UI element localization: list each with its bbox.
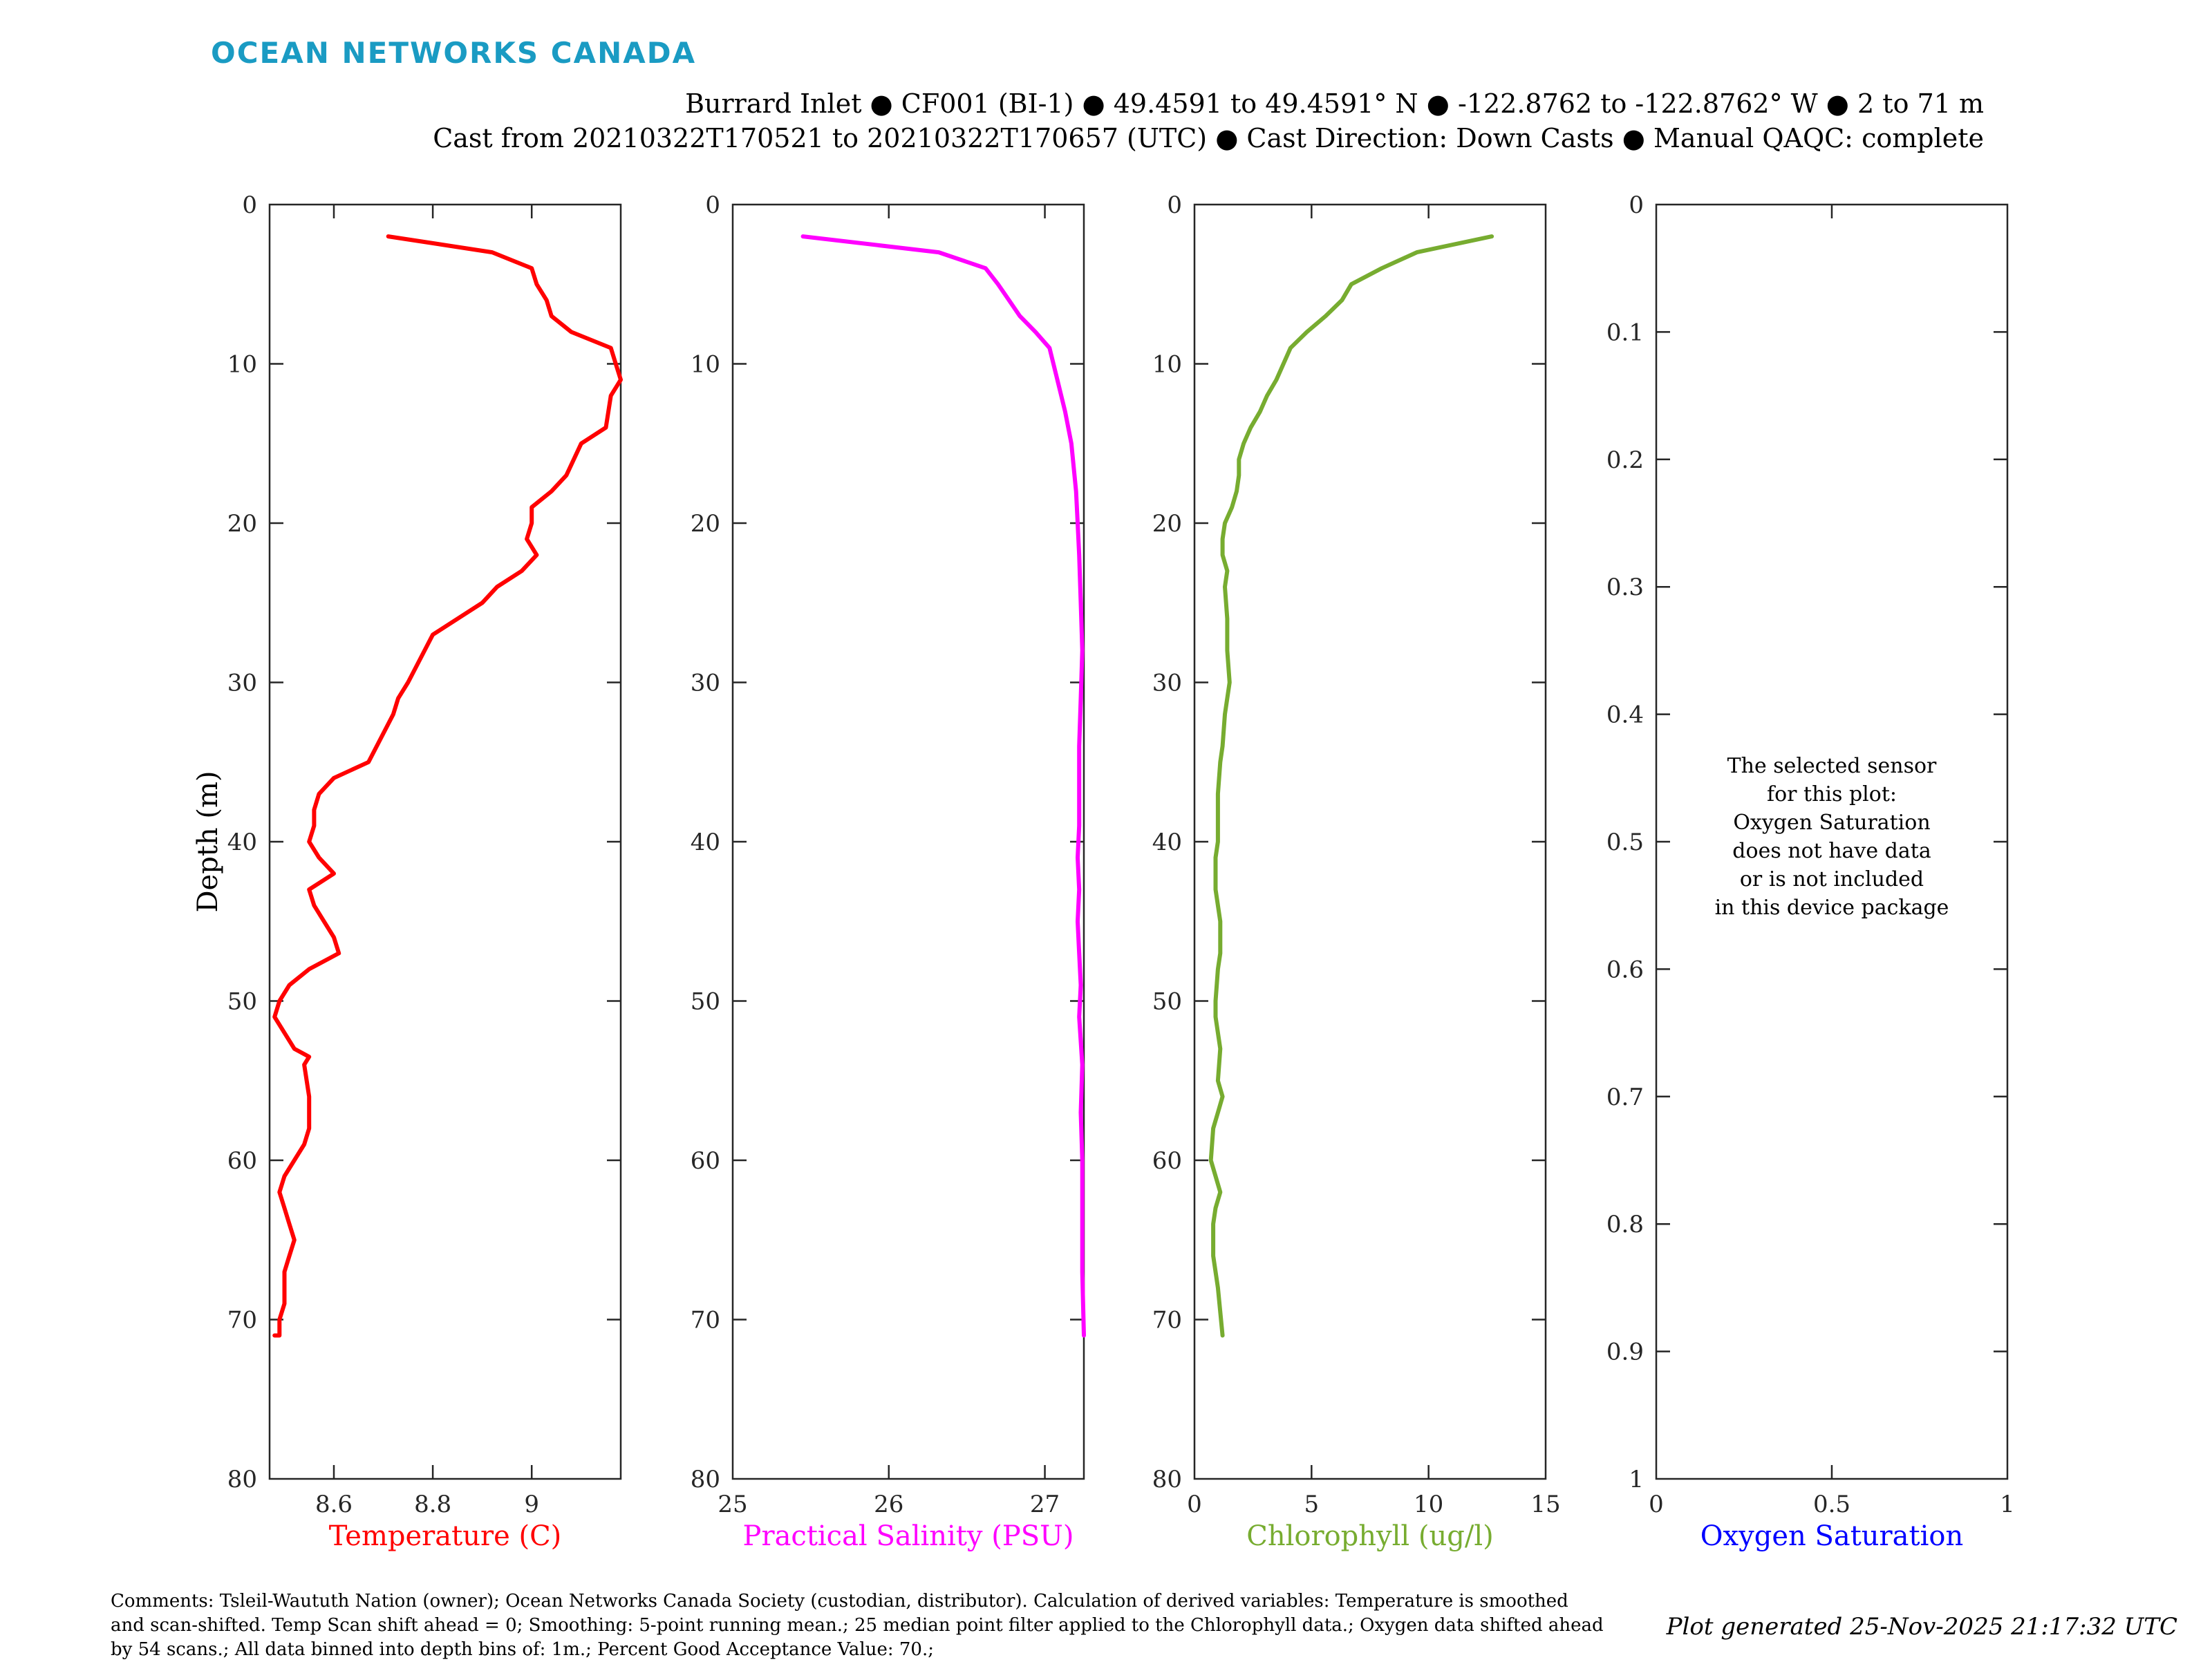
y-tick-label: 20 [691,510,720,538]
y-tick-label: 50 [227,988,257,1016]
series-line [272,234,623,1338]
x-tick-label: 25 [718,1491,747,1518]
x-axis-label: Oxygen Saturation [1700,1520,1963,1552]
x-axis-label: Temperature (C) [329,1520,562,1552]
x-tick-label: 9 [524,1491,539,1518]
x-tick-label: 0.5 [1813,1491,1850,1518]
x-tick-label: 15 [1530,1491,1560,1518]
y-tick-label: 60 [691,1147,720,1175]
y-tick-label: 1 [1629,1466,1644,1493]
y-tick-label: 30 [691,670,720,697]
y-tick-label: 80 [227,1466,257,1493]
no-data-line: does not have data [1732,839,1931,863]
y-tick-label: 70 [227,1307,257,1334]
y-tick-label: 0 [705,191,720,219]
no-data-line: for this plot: [1767,782,1897,806]
y-tick-label: 10 [227,351,257,379]
y-tick-label: 70 [1152,1307,1182,1334]
y-tick-label: 20 [227,510,257,538]
no-data-line: in this device package [1714,896,1949,920]
y-tick-label: 0 [1629,191,1644,219]
comments-text: Comments: Tsleil-Waututh Nation (owner);… [111,1591,1604,1660]
y-tick-label: 0 [242,191,257,219]
y-tick-label: 40 [1152,829,1182,856]
x-tick-label: 27 [1030,1491,1060,1518]
series-line [1208,234,1494,1338]
y-tick-label: 10 [1152,351,1182,379]
plot-header-cast: Cast from 20210322T170521 to 20210322T17… [433,123,1984,153]
y-tick-label: 0.4 [1606,701,1644,729]
x-tick-label: 5 [1304,1491,1320,1518]
y-tick-label: 80 [691,1466,720,1493]
y-tick-label: 70 [691,1307,720,1334]
y-tick-label: 30 [1152,670,1182,697]
x-tick-label: 8.8 [414,1491,451,1518]
y-tick-label: 30 [227,670,257,697]
x-tick-label: 1 [2000,1491,2015,1518]
generated-timestamp: Plot generated 25-Nov-2025 21:17:32 UTC [1666,1613,2177,1641]
series-line [800,234,1086,1338]
y-axis-label: Depth (m) [192,771,224,912]
no-data-message: The selected sensor for this plot: Oxyge… [1652,752,2012,922]
axes-box [731,203,1085,1480]
y-tick-label: 0.2 [1606,446,1644,474]
y-tick-label: 60 [227,1147,257,1175]
no-data-line: Oxygen Saturation [1733,811,1931,835]
axes-box [268,203,622,1480]
x-tick-label: 10 [1414,1491,1443,1518]
y-tick-label: 0.5 [1606,829,1644,856]
axes-box [1193,203,1547,1480]
x-tick-label: 26 [874,1491,903,1518]
y-tick-label: 40 [691,829,720,856]
x-axis-label: Chlorophyll (ug/l) [1246,1520,1494,1552]
y-tick-label: 0.8 [1606,1211,1644,1238]
y-tick-label: 0.9 [1606,1339,1644,1366]
y-tick-label: 80 [1152,1466,1182,1493]
y-tick-label: 0.7 [1606,1084,1644,1111]
y-tick-label: 20 [1152,510,1182,538]
y-tick-label: 0.6 [1606,956,1644,983]
y-tick-label: 10 [691,351,720,379]
plot-header-location: Burrard Inlet ● CF001 (BI-1) ● 49.4591 t… [685,88,1984,119]
y-tick-label: 50 [691,988,720,1016]
y-tick-label: 40 [227,829,257,856]
no-data-line: or is not included [1739,867,1924,891]
y-tick-label: 0.1 [1606,319,1644,346]
y-tick-label: 60 [1152,1147,1182,1175]
x-axis-label: Practical Salinity (PSU) [743,1520,1074,1552]
y-tick-label: 50 [1152,988,1182,1016]
no-data-line: The selected sensor [1727,754,1937,778]
x-tick-label: 8.6 [315,1491,353,1518]
x-tick-label: 0 [1649,1491,1664,1518]
logo: OCEAN NETWORKS CANADA [211,36,697,70]
y-tick-label: 0.3 [1606,574,1644,601]
y-tick-label: 0 [1167,191,1182,219]
x-tick-label: 0 [1187,1491,1202,1518]
